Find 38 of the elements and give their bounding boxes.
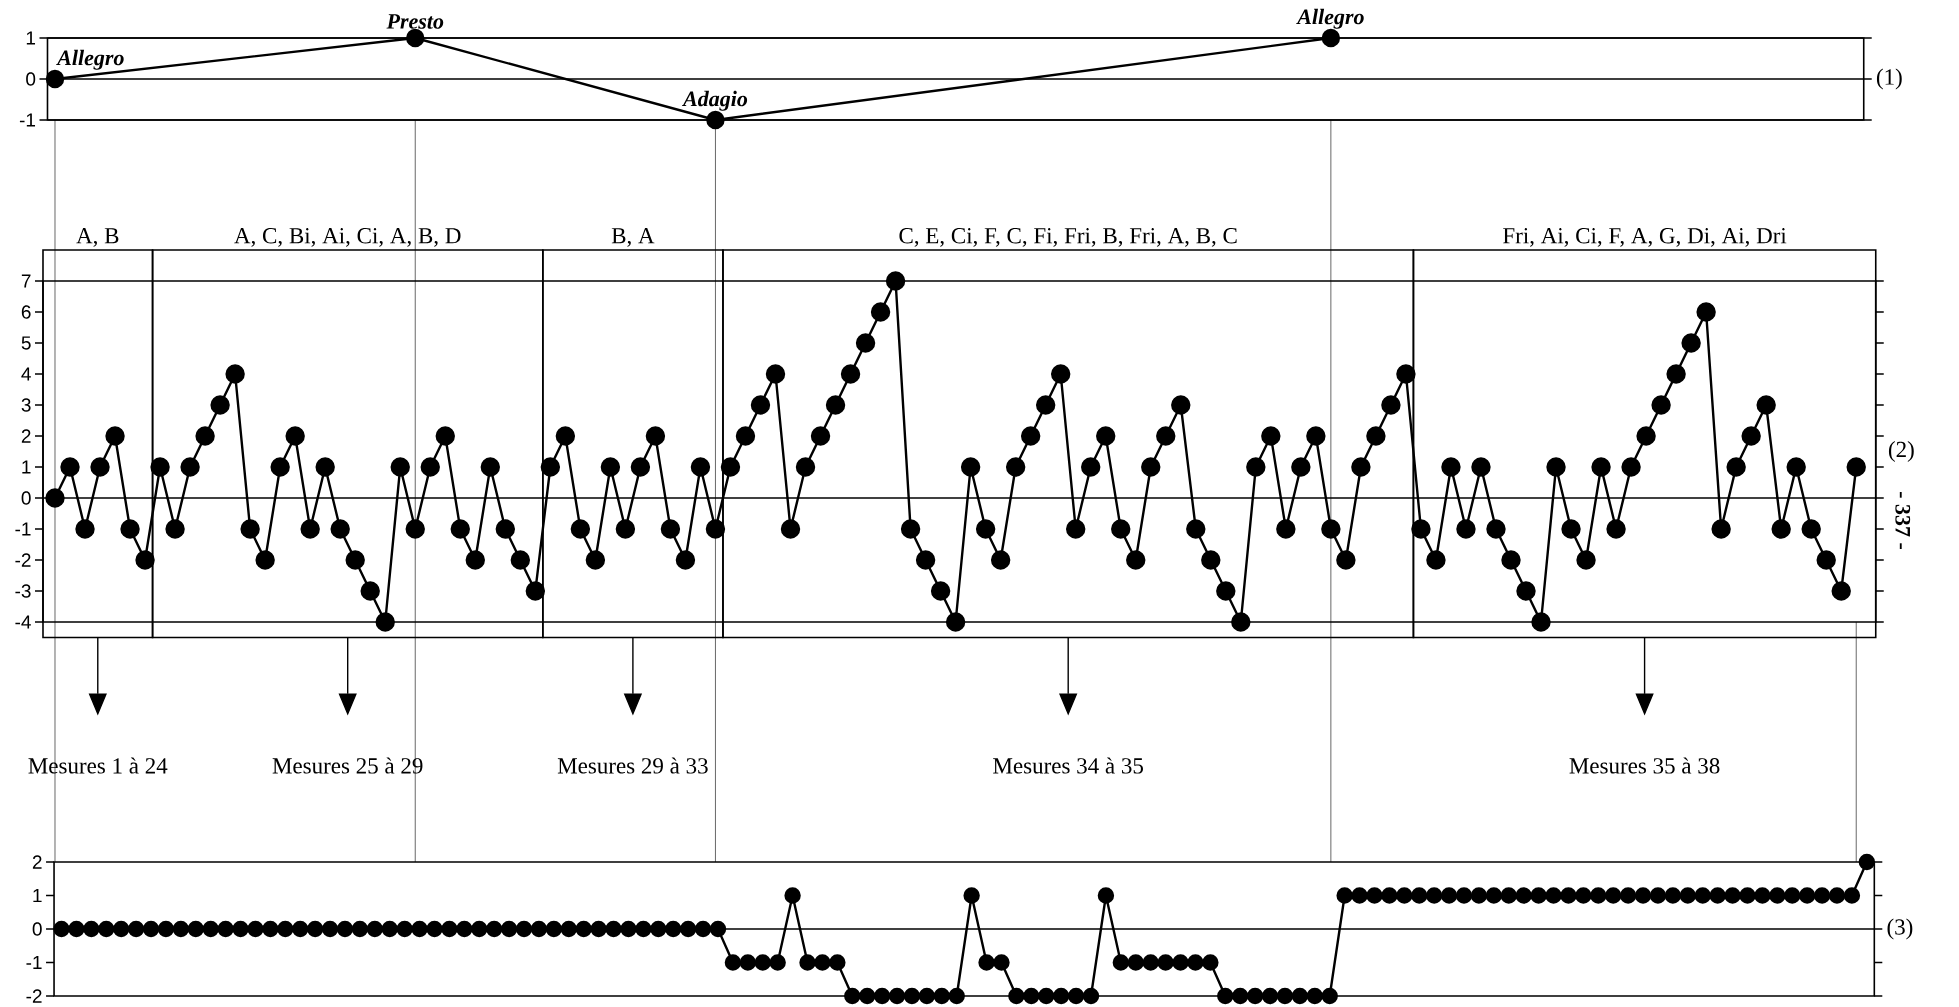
y-tick-label: -1 (19, 113, 36, 127)
text: - 337 - (1895, 491, 1911, 549)
y-tick-label: -1 (26, 955, 42, 970)
annotation: Adagio (681, 90, 748, 111)
y-tick-label: 0 (32, 922, 42, 936)
text: Fri, Ai, Ci, F, A, G, Di, Ai, Dri (1503, 228, 1787, 247)
y-tick-label: 1 (26, 31, 36, 45)
y-tick-label: 1 (22, 460, 31, 474)
annotation: Allegro (56, 49, 124, 70)
y-tick-label: 1 (33, 888, 42, 903)
text: A, B (76, 228, 119, 247)
y-tick-label: 2 (32, 855, 42, 869)
text: C, E, Ci, F, C, Fi, Fri, B, Fri, A, B, C (899, 228, 1237, 247)
y-tick-label: 7 (21, 274, 31, 288)
text: Mesures 35 à 38 (1569, 757, 1720, 774)
y-tick-label: -1 (15, 522, 31, 536)
text: (3) (1887, 918, 1913, 940)
y-tick-label: 0 (21, 491, 31, 505)
y-tick-label: 5 (21, 336, 31, 350)
text: (2) (1888, 441, 1914, 462)
text: A, C, Bi, Ai, Ci, A, B, D (234, 228, 461, 247)
y-tick-label: -3 (15, 584, 31, 598)
text: (1) (1876, 68, 1902, 90)
text: Mesures 25 à 29 (272, 757, 423, 774)
text: B, A (611, 228, 655, 247)
y-tick-label: 0 (26, 72, 36, 86)
y-tick-label: -4 (15, 615, 31, 629)
y-tick-label: 6 (21, 305, 31, 319)
text: Mesures 29 à 33 (557, 757, 708, 774)
y-tick-label: 2 (21, 429, 31, 443)
y-tick-label: 4 (21, 367, 31, 381)
text: Allegro (1296, 8, 1364, 29)
y-tick-label: 3 (21, 398, 31, 412)
text: Presto (386, 14, 444, 29)
text: Mesures 34 à 35 (993, 757, 1143, 774)
y-tick-label: -2 (15, 553, 31, 567)
y-tick-label: -2 (26, 989, 42, 1003)
text: Mesures 1 à 24 (28, 757, 168, 774)
